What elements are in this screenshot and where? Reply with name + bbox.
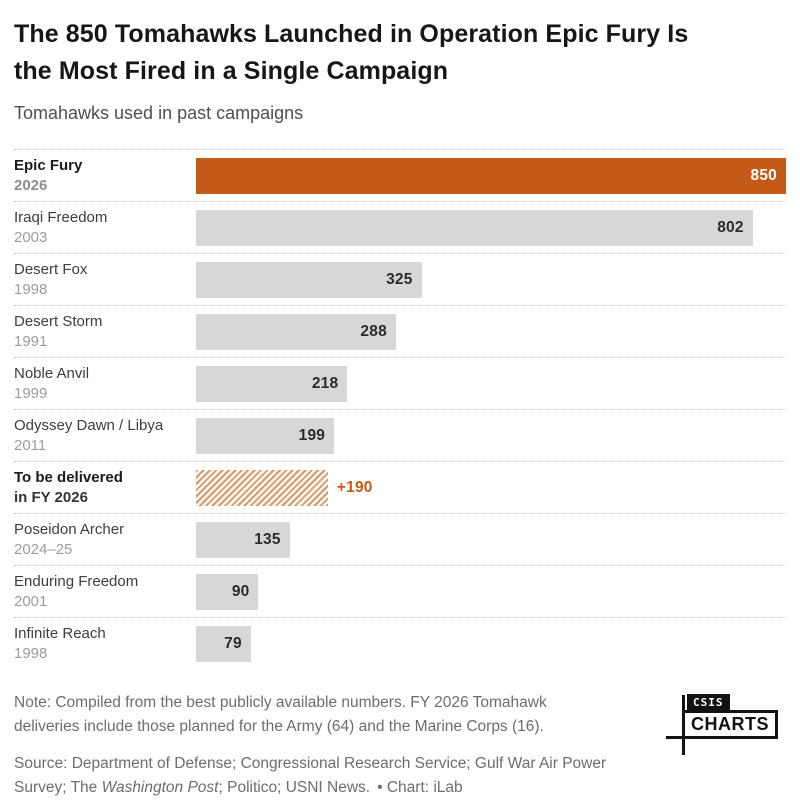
source-line-2-pre: Survey; The xyxy=(14,779,102,796)
row-label: Poseidon Archer 2024–25 xyxy=(14,514,196,565)
campaign-bar: 850 xyxy=(196,157,786,194)
page-title-line-1: The 850 Tomahawks Launched in Operation … xyxy=(14,20,689,48)
csis-charts-logo: CSIS CHARTS xyxy=(666,685,786,757)
campaign-name: Enduring Freedom xyxy=(14,572,139,590)
row-label: Desert Fox 1998 xyxy=(14,254,196,305)
bar-value-label: 288 xyxy=(360,322,387,340)
row-label: Desert Storm 1991 xyxy=(14,306,196,357)
chart-row: Odyssey Dawn / Libya 2011 199 xyxy=(14,410,786,462)
note-line-2: deliveries include those planned for the… xyxy=(14,718,544,735)
source-text: Source: Department of Defense; Congressi… xyxy=(14,752,662,800)
row-label: Epic Fury 2026 xyxy=(14,150,196,201)
campaign-bar: 79 xyxy=(196,626,251,662)
bar-value-label: 79 xyxy=(224,635,242,652)
row-plot-area: 199 xyxy=(196,410,786,461)
campaign-year: 1998 xyxy=(14,645,48,662)
chart-row: Desert Storm 1991 288 xyxy=(14,306,786,358)
campaign-year: 2001 xyxy=(14,592,48,610)
bar-value-label: +190 xyxy=(336,478,373,496)
chart-row: Desert Fox 1998 325 xyxy=(14,254,786,306)
campaign-bar: 90 xyxy=(196,573,259,610)
campaign-bar: 218 xyxy=(196,365,348,402)
row-label: Odyssey Dawn / Libya 2011 xyxy=(14,410,196,461)
campaign-bar: 199 xyxy=(196,417,335,454)
row-label: Enduring Freedom 2001 xyxy=(14,566,196,617)
campaign-year: 2026 xyxy=(14,176,48,194)
chart-row: Iraqi Freedom 2003 802 xyxy=(14,202,786,254)
chart-credit: • Chart: iLab xyxy=(377,779,463,796)
row-plot-area: 90 xyxy=(196,566,786,617)
chart-row: Enduring Freedom 2001 90 xyxy=(14,566,786,618)
bar-value-label: 135 xyxy=(254,530,281,548)
source-line-2-post: ; Politico; USNI News. xyxy=(218,779,371,796)
chart-row: Poseidon Archer 2024–25 135 xyxy=(14,514,786,566)
campaign-bar: 288 xyxy=(196,313,396,350)
row-label: Iraqi Freedom 2003 xyxy=(14,202,196,253)
bar-value-label: 199 xyxy=(298,426,326,444)
campaign-year: 1999 xyxy=(14,384,48,402)
row-plot-area: 288 xyxy=(196,306,786,357)
chart-subtitle: Tomahawks used in past campaigns xyxy=(14,103,304,123)
bar-value-label: 850 xyxy=(750,166,777,184)
campaign-name: Desert Storm xyxy=(14,312,103,330)
row-plot-area: 135 xyxy=(196,514,786,565)
campaign-name: Iraqi Freedom xyxy=(14,208,108,226)
campaign-year: 2011 xyxy=(14,436,47,454)
row-label: Infinite Reach 1998 xyxy=(14,618,196,670)
row-plot-area: 218 xyxy=(196,358,786,409)
source-publication-italic: Washington Post xyxy=(101,779,219,796)
campaign-name: To be delivered xyxy=(14,468,123,486)
campaign-year: 2003 xyxy=(14,228,48,246)
campaign-year: in FY 2026 xyxy=(14,488,88,506)
bar-value-label: 218 xyxy=(311,374,339,392)
campaign-year: 1998 xyxy=(14,280,48,298)
campaign-name: Noble Anvil xyxy=(14,364,90,382)
charts-logo-text: CHARTS xyxy=(682,710,778,739)
campaign-bar xyxy=(196,469,328,506)
row-label: To be delivered in FY 2026 xyxy=(14,462,196,513)
source-line-1: Source: Department of Defense; Congressi… xyxy=(14,755,607,772)
row-plot-area: 325 xyxy=(196,254,786,305)
csis-logo-text: CSIS xyxy=(687,694,730,710)
chart-row: Infinite Reach 1998 79 xyxy=(14,618,786,670)
note-line-1: Note: Compiled from the best publicly av… xyxy=(14,694,547,711)
bar-value-label: 90 xyxy=(231,582,250,600)
bar-value-label: 802 xyxy=(717,218,744,236)
campaign-year: 1991 xyxy=(14,332,48,350)
campaign-bar: 135 xyxy=(196,521,290,558)
row-label: Noble Anvil 1999 xyxy=(14,358,196,409)
note-text: Note: Compiled from the best publicly av… xyxy=(14,691,662,739)
campaign-name: Desert Fox xyxy=(14,260,88,278)
campaign-bar: 325 xyxy=(196,261,422,298)
page-title: The 850 Tomahawks Launched in Operation … xyxy=(14,16,786,90)
chart-footer: Note: Compiled from the best publicly av… xyxy=(14,691,786,800)
campaign-name: Epic Fury xyxy=(14,156,83,174)
row-plot-area: 850 xyxy=(196,150,786,201)
bar-chart: Epic Fury 2026 850 Iraqi Freedom 2003 802 Dese… xyxy=(14,149,786,670)
chart-row: Noble Anvil 1999 218 xyxy=(14,358,786,410)
chart-row: Epic Fury 2026 850 xyxy=(14,150,786,202)
campaign-name: Odyssey Dawn / Libya xyxy=(14,416,164,434)
page-title-line-2: the Most Fired in a Single Campaign xyxy=(14,57,449,85)
row-plot-area: +190 xyxy=(196,462,786,513)
row-plot-area: 802 xyxy=(196,202,786,253)
campaign-name: Poseidon Archer xyxy=(14,520,125,538)
chart-row: To be delivered in FY 2026 +190 xyxy=(14,462,786,514)
campaign-name: Infinite Reach xyxy=(14,625,106,642)
campaign-year: 2024–25 xyxy=(14,540,73,558)
bar-value-label: 325 xyxy=(386,270,413,288)
campaign-bar: 802 xyxy=(196,209,753,246)
row-plot-area: 79 xyxy=(196,618,786,670)
